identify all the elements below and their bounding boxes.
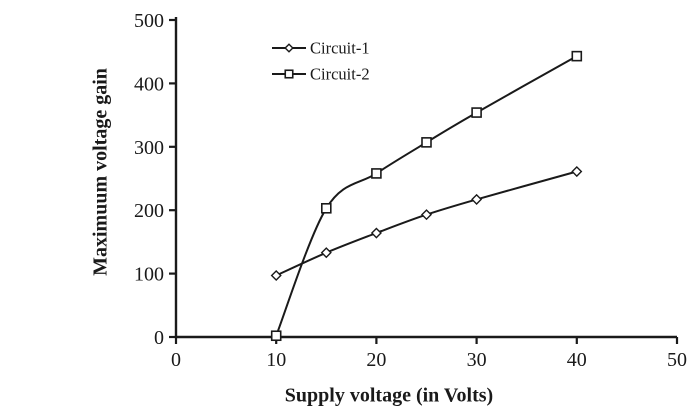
marker-square-icon [320, 202, 332, 214]
y-tick-label: 0 [154, 327, 164, 349]
y-axis-title: Maximuum voltage gain [89, 68, 112, 276]
legend-label: Circuit-1 [310, 39, 370, 58]
x-axis-title: Supply voltage (in Volts) [284, 384, 494, 407]
series-line-circuit-1 [275, 170, 578, 277]
x-tick-label: 50 [667, 349, 687, 371]
y-tick-label: 400 [134, 73, 164, 95]
y-tick-label: 300 [134, 137, 164, 159]
series-line-circuit-2 [275, 55, 578, 337]
y-tick-label: 100 [134, 264, 164, 286]
marker-square-icon [571, 50, 583, 62]
marker-square-icon [421, 137, 432, 148]
marker-diamond-icon [420, 209, 433, 221]
x-tick-label: 40 [567, 349, 587, 371]
marker-diamond-icon [320, 247, 332, 259]
legend-square-icon [284, 69, 294, 79]
marker-square-icon [471, 107, 482, 118]
marker-diamond-icon [370, 227, 382, 239]
x-tick-label: 10 [266, 349, 286, 371]
x-tick-label: 0 [171, 349, 181, 371]
marker-square-icon [371, 168, 382, 179]
x-tick-label: 20 [366, 349, 386, 371]
legend-label: Circuit-2 [310, 65, 370, 84]
y-tick-label: 200 [134, 200, 164, 222]
y-tick-label: 500 [134, 10, 164, 32]
legend-diamond-icon [284, 43, 294, 53]
marker-square-icon [270, 330, 282, 342]
marker-diamond-icon [571, 165, 583, 178]
marker-diamond-icon [471, 193, 483, 205]
marker-diamond-icon [270, 269, 282, 282]
x-tick-label: 30 [467, 349, 487, 371]
